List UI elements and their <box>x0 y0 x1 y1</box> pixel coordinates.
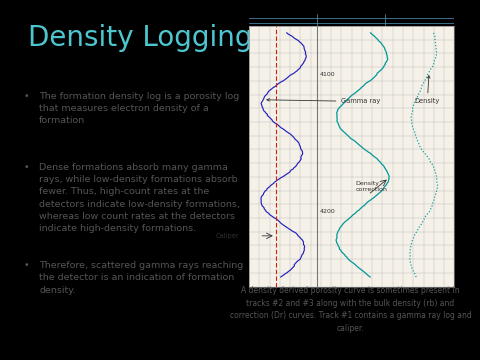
Text: Density Logging: Density Logging <box>28 24 252 52</box>
Text: A density derived porosity curve is sometimes present in
tracks #2 and #3 along : A density derived porosity curve is some… <box>229 286 471 333</box>
Text: Dense formations absorb many gamma
rays, while low-density formations absorb
few: Dense formations absorb many gamma rays,… <box>39 163 240 233</box>
Text: The formation density log is a porosity log
that measures electron density of a
: The formation density log is a porosity … <box>39 92 240 125</box>
Text: Density
correction: Density correction <box>356 181 388 192</box>
Text: Therefore, scattered gamma rays reaching
the detector is an indication of format: Therefore, scattered gamma rays reaching… <box>39 261 243 294</box>
Text: Gamma ray: Gamma ray <box>267 98 381 104</box>
Text: 4100: 4100 <box>320 72 336 77</box>
Text: Caliper: Caliper <box>215 233 239 239</box>
Text: •: • <box>24 92 29 101</box>
Text: •: • <box>24 261 29 270</box>
Text: Density: Density <box>415 76 440 104</box>
Text: •: • <box>24 163 29 172</box>
Text: 4200: 4200 <box>320 209 336 214</box>
